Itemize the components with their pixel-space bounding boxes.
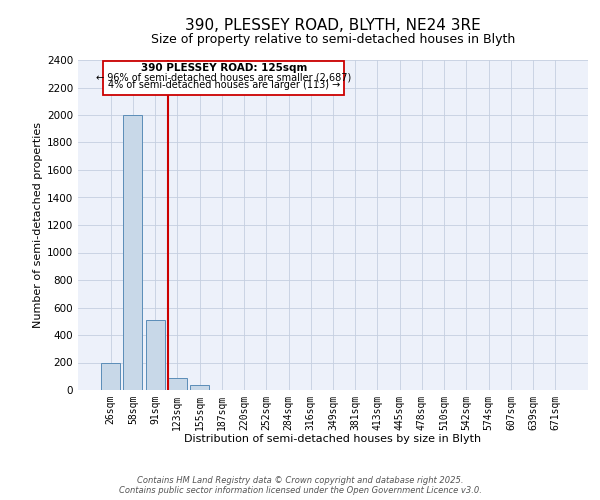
Text: 4% of semi-detached houses are larger (113) →: 4% of semi-detached houses are larger (1… — [108, 80, 340, 90]
X-axis label: Distribution of semi-detached houses by size in Blyth: Distribution of semi-detached houses by … — [184, 434, 482, 444]
FancyBboxPatch shape — [103, 62, 344, 95]
Text: ← 96% of semi-detached houses are smaller (2,687): ← 96% of semi-detached houses are smalle… — [97, 72, 352, 83]
Bar — [168, 378, 187, 390]
Text: 390, PLESSEY ROAD, BLYTH, NE24 3RE: 390, PLESSEY ROAD, BLYTH, NE24 3RE — [185, 18, 481, 32]
Bar — [101, 362, 120, 390]
Text: Size of property relative to semi-detached houses in Blyth: Size of property relative to semi-detach… — [151, 32, 515, 46]
Text: Contains HM Land Registry data © Crown copyright and database right 2025.
Contai: Contains HM Land Registry data © Crown c… — [119, 476, 481, 495]
Text: 390 PLESSEY ROAD: 125sqm: 390 PLESSEY ROAD: 125sqm — [141, 64, 307, 74]
Bar — [124, 115, 142, 390]
Y-axis label: Number of semi-detached properties: Number of semi-detached properties — [33, 122, 43, 328]
Bar — [146, 320, 164, 390]
Bar — [190, 384, 209, 390]
